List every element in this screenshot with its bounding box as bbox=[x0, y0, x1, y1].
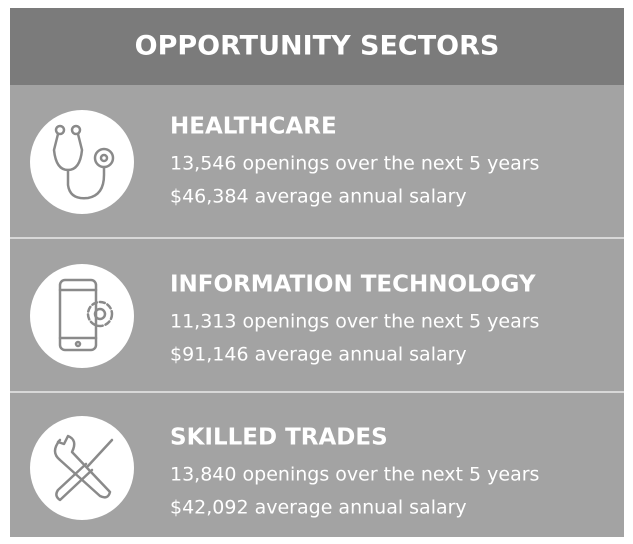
sector-salary: $46,384 average annual salary bbox=[170, 186, 467, 208]
tablet-gear-icon bbox=[30, 264, 134, 368]
tools-icon bbox=[30, 416, 134, 520]
sector-salary: $91,146 average annual salary bbox=[170, 344, 467, 366]
sector-name: INFORMATION TECHNOLOGY bbox=[170, 272, 536, 298]
sector-openings: 13,546 openings over the next 5 years bbox=[170, 153, 539, 175]
sector-openings: 11,313 openings over the next 5 years bbox=[170, 311, 539, 333]
sector-salary: $42,092 average annual salary bbox=[170, 497, 467, 519]
title: OPPORTUNITY SECTORS bbox=[135, 31, 500, 62]
sector-name: HEALTHCARE bbox=[170, 114, 337, 140]
sector-openings: 13,840 openings over the next 5 years bbox=[170, 464, 539, 486]
sector-name: SKILLED TRADES bbox=[170, 425, 388, 451]
stethoscope-icon bbox=[30, 110, 134, 214]
header-band bbox=[10, 8, 624, 85]
